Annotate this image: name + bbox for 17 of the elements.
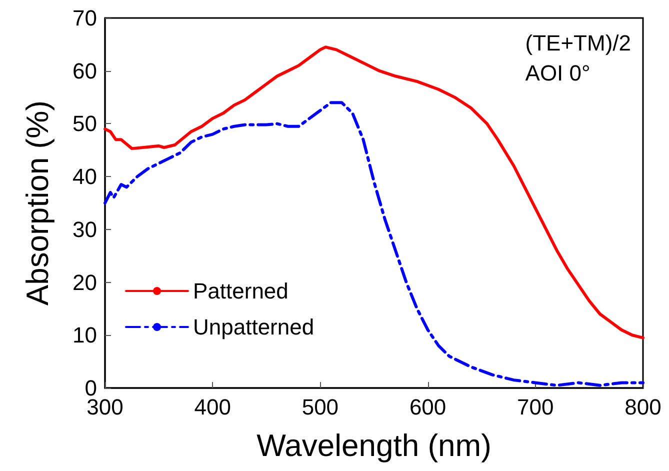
legend-label: Unpatterned	[193, 314, 314, 340]
y-tick-label: 70	[72, 6, 97, 30]
x-tick-label: 400	[194, 394, 231, 420]
x-tick-label: 700	[517, 394, 554, 420]
y-tick-label: 60	[72, 58, 97, 84]
legend-label: Patterned	[193, 278, 288, 304]
x-tick-label: 600	[409, 394, 446, 420]
x-axis-title: Wavelength (nm)	[256, 428, 492, 463]
y-tick-label: 10	[72, 322, 97, 348]
y-axis-title: Absorption (%)	[20, 100, 55, 306]
x-tick-label: 800	[624, 394, 662, 420]
x-tick-label: 500	[302, 394, 339, 420]
y-tick-label: 30	[72, 216, 97, 242]
y-tick-label: 50	[72, 111, 97, 136]
y-tick-label: 20	[72, 270, 97, 295]
y-tick-label: 40	[72, 164, 97, 190]
annotation: (TE+TM)/2 AOI 0°	[525, 30, 632, 86]
